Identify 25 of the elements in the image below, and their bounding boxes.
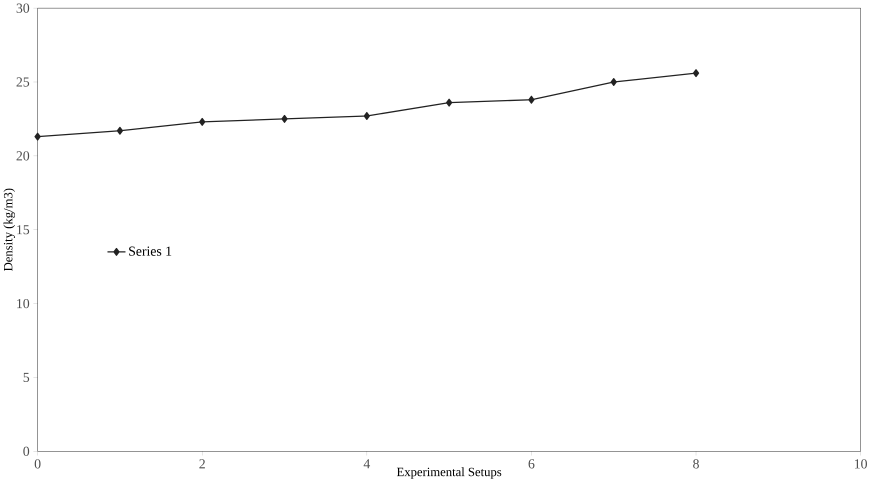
y-tick-label: 30: [16, 3, 30, 13]
x-tick-label: 6: [528, 459, 534, 468]
x-tick-label: 8: [693, 459, 699, 468]
y-tick-label: 10: [17, 298, 30, 308]
y-axis-title: Density (kg/m3): [4, 188, 16, 271]
point: [446, 98, 452, 107]
point: [199, 118, 206, 126]
point: [364, 112, 370, 120]
x-tick-label: 10: [854, 459, 867, 468]
y-tick-label: 5: [24, 372, 30, 382]
x-tick-label: 0: [34, 459, 41, 468]
x-axis-title: Experimental Setups: [396, 467, 502, 479]
y-tick-label: 25: [16, 77, 30, 86]
point: [34, 132, 41, 141]
y-tick-label: 15: [17, 224, 30, 234]
y-tick-label: 20: [16, 151, 30, 160]
x-tick-label: 4: [364, 459, 370, 468]
x-tick-label: 2: [199, 459, 205, 468]
legend-label: Series 1: [129, 246, 172, 256]
point: [116, 126, 124, 135]
y-tick-label: 0: [23, 446, 30, 456]
point: [692, 68, 700, 77]
point: [281, 114, 288, 123]
point: [528, 96, 535, 104]
point: [610, 78, 617, 86]
